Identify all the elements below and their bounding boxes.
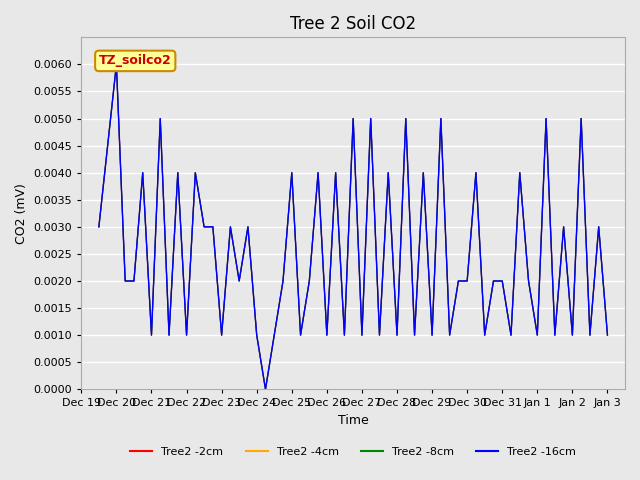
Y-axis label: CO2 (mV): CO2 (mV) (15, 183, 28, 244)
X-axis label: Time: Time (338, 414, 369, 427)
Title: Tree 2 Soil CO2: Tree 2 Soil CO2 (290, 15, 416, 33)
Text: TZ_soilco2: TZ_soilco2 (99, 54, 172, 67)
Legend: Tree2 -2cm, Tree2 -4cm, Tree2 -8cm, Tree2 -16cm: Tree2 -2cm, Tree2 -4cm, Tree2 -8cm, Tree… (125, 442, 580, 461)
